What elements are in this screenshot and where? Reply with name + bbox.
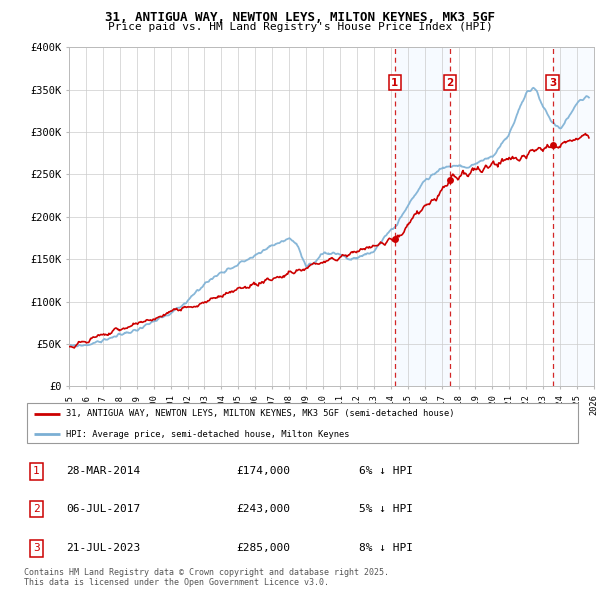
Text: 1: 1 (33, 467, 40, 476)
Text: 5% ↓ HPI: 5% ↓ HPI (359, 504, 413, 514)
Text: HPI: Average price, semi-detached house, Milton Keynes: HPI: Average price, semi-detached house,… (66, 430, 349, 439)
Text: Contains HM Land Registry data © Crown copyright and database right 2025.
This d: Contains HM Land Registry data © Crown c… (24, 568, 389, 587)
Text: 06-JUL-2017: 06-JUL-2017 (66, 504, 140, 514)
Bar (553, 47, 594, 386)
Text: 1: 1 (391, 78, 398, 88)
Text: 21-JUL-2023: 21-JUL-2023 (66, 543, 140, 553)
Text: 3: 3 (33, 543, 40, 553)
Text: £243,000: £243,000 (236, 504, 290, 514)
Text: £174,000: £174,000 (236, 467, 290, 476)
Text: 6% ↓ HPI: 6% ↓ HPI (359, 467, 413, 476)
Text: 2: 2 (33, 504, 40, 514)
Text: 28-MAR-2014: 28-MAR-2014 (66, 467, 140, 476)
Text: 31, ANTIGUA WAY, NEWTON LEYS, MILTON KEYNES, MK3 5GF (semi-detached house): 31, ANTIGUA WAY, NEWTON LEYS, MILTON KEY… (66, 409, 454, 418)
Bar (395, 47, 450, 386)
Text: 8% ↓ HPI: 8% ↓ HPI (359, 543, 413, 553)
Bar (553, 47, 594, 386)
Text: Price paid vs. HM Land Registry's House Price Index (HPI): Price paid vs. HM Land Registry's House … (107, 22, 493, 32)
Text: 3: 3 (549, 78, 556, 88)
Text: 31, ANTIGUA WAY, NEWTON LEYS, MILTON KEYNES, MK3 5GF: 31, ANTIGUA WAY, NEWTON LEYS, MILTON KEY… (105, 11, 495, 24)
FancyBboxPatch shape (27, 404, 578, 443)
Text: £285,000: £285,000 (236, 543, 290, 553)
Text: 2: 2 (446, 78, 454, 88)
